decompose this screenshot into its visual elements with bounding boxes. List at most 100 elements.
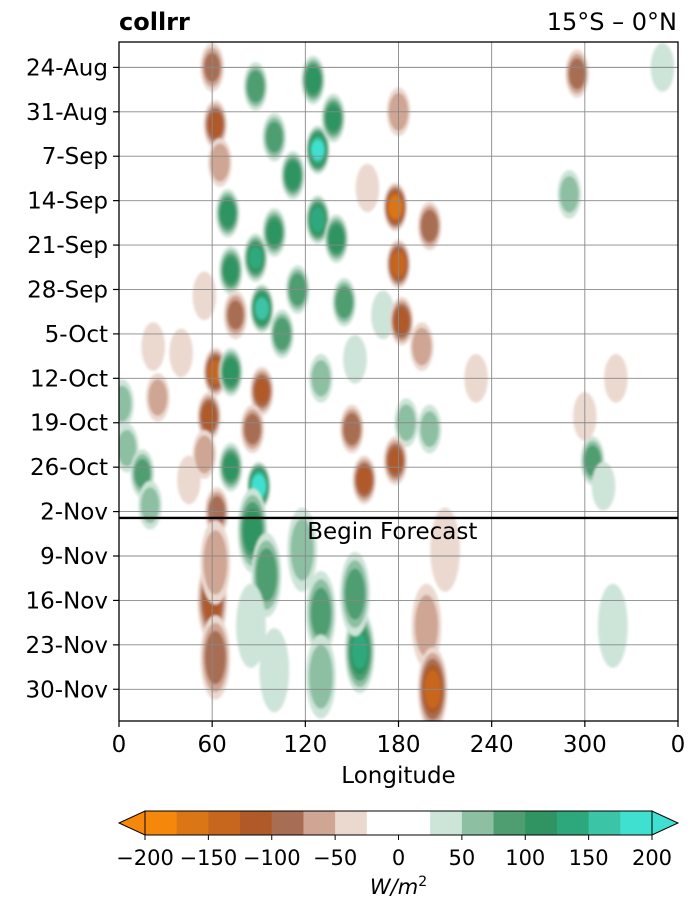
contour-blob — [351, 633, 368, 669]
y-tick-label: 12-Oct — [30, 366, 108, 392]
y-axis: 24-Aug 31-Aug 7-Sep 14-Sep 21-Sep 28-Sep 5-Oct… — [26, 55, 119, 703]
contour-blob — [311, 140, 324, 160]
x-tick-label: 300 — [563, 732, 607, 758]
contour-blob — [325, 105, 341, 132]
gridlines — [119, 42, 678, 721]
x-axis-label: Longitude — [341, 763, 456, 789]
contour-blob — [254, 378, 270, 404]
contour-blob — [259, 628, 290, 713]
y-tick-label: 24-Aug — [26, 55, 108, 81]
contour-blob — [223, 358, 239, 386]
contour-blob — [210, 143, 230, 182]
contour-blob — [201, 402, 217, 431]
x-tick-label: 240 — [470, 732, 514, 758]
y-tick-label: 31-Aug — [26, 100, 108, 126]
contour-blob — [256, 548, 277, 602]
colorbar-swatch — [335, 811, 368, 835]
x-tick-label: 0 — [112, 732, 127, 758]
colorbar-swatch — [620, 811, 653, 835]
contour-blob — [414, 594, 439, 657]
contour-blob — [597, 583, 628, 668]
contour-blob — [236, 583, 266, 668]
contour-blob — [308, 644, 333, 709]
contour-blob — [255, 297, 269, 320]
colorbar-extend-high — [651, 810, 680, 836]
contour-blob — [220, 199, 236, 228]
colorbar-swatch — [240, 811, 273, 835]
y-tick-label: 21-Sep — [27, 233, 108, 259]
contour-blob — [310, 207, 326, 233]
y-tick-label: 14-Sep — [27, 189, 108, 215]
colorbar-unit-exponent: 2 — [418, 874, 428, 890]
colorbar-swatch — [461, 811, 495, 835]
contour-blob — [192, 271, 217, 321]
contour-blob — [266, 219, 282, 246]
colorbar-swatch — [208, 811, 241, 835]
colorbar-swatch — [303, 811, 336, 835]
contour-blob — [141, 322, 165, 371]
contour-blob — [223, 257, 239, 284]
colorbar-tick-label: −150 — [180, 846, 238, 870]
y-tick-label: 26-Oct — [30, 455, 108, 481]
contour-blob — [343, 412, 361, 446]
contour-blob — [265, 121, 283, 153]
y-tick-label: 30-Nov — [26, 677, 108, 703]
colorbar-tick-label: 200 — [632, 846, 672, 870]
x-tick-label: 0 — [671, 732, 686, 758]
y-tick-label: 19-Oct — [30, 411, 108, 437]
contour-blob — [203, 530, 228, 595]
contour-blob — [169, 328, 193, 378]
colorbar-swatch — [176, 811, 209, 835]
y-tick-label: 23-Nov — [26, 633, 108, 659]
contour-blob — [356, 466, 372, 494]
contour-blob — [371, 290, 395, 340]
x-axis: 0 60 120 180 240 300 0 — [112, 721, 686, 758]
region-label: 15°S – 0°N — [546, 8, 677, 36]
contour-blob — [591, 461, 616, 511]
x-tick-label: 180 — [377, 732, 421, 758]
forecast-label: Begin Forecast — [307, 519, 477, 545]
contour-blob — [568, 58, 586, 90]
contour-blob — [420, 209, 439, 243]
contour-blob — [243, 508, 262, 553]
contour-blob — [148, 379, 168, 416]
contour-blob — [119, 429, 137, 467]
contour-blob — [355, 163, 380, 213]
contour-blob — [420, 411, 439, 448]
contour-blob — [207, 111, 223, 138]
contour-blob — [310, 587, 331, 639]
y-tick-label: 7-Sep — [42, 144, 108, 170]
x-tick-label: 120 — [283, 732, 327, 758]
colorbar-swatch — [366, 811, 400, 835]
contour-blob — [244, 413, 261, 445]
contour-blob — [343, 335, 367, 384]
colorbar-tick-label: −200 — [116, 846, 174, 870]
contour-blob — [140, 487, 160, 524]
contour-blob — [290, 518, 314, 581]
contour-blob — [430, 507, 460, 592]
colorbar-tick-label: 100 — [505, 846, 545, 870]
colorbar-swatch — [145, 811, 178, 835]
contour-blob — [388, 195, 403, 219]
contour-blob — [246, 70, 265, 103]
contour-blob — [344, 568, 366, 620]
contour-field — [119, 43, 675, 721]
forecast-marker: Begin Forecast — [119, 516, 678, 545]
y-tick-label: 9-Nov — [40, 544, 108, 570]
colorbar-swatch — [430, 811, 463, 835]
y-tick-label: 16-Nov — [26, 588, 108, 614]
colorbar: −200 −150 −100 −50 0 50 100 150 200 — [116, 810, 680, 870]
contour-blob — [119, 385, 132, 422]
colorbar-label: W/m2 — [119, 874, 678, 899]
colorbar-swatch — [556, 811, 590, 835]
colorbar-swatch — [525, 811, 558, 835]
colorbar-swatch — [493, 811, 526, 835]
x-tick-label: 60 — [198, 732, 227, 758]
contour-blob — [559, 176, 579, 213]
colorbar-tick-label: −50 — [313, 846, 357, 870]
colorbar-tick-label: −100 — [243, 846, 301, 870]
contour-blob — [248, 246, 263, 269]
colorbar-unit: W/m — [369, 875, 419, 899]
y-tick-label: 5-Oct — [45, 322, 108, 348]
